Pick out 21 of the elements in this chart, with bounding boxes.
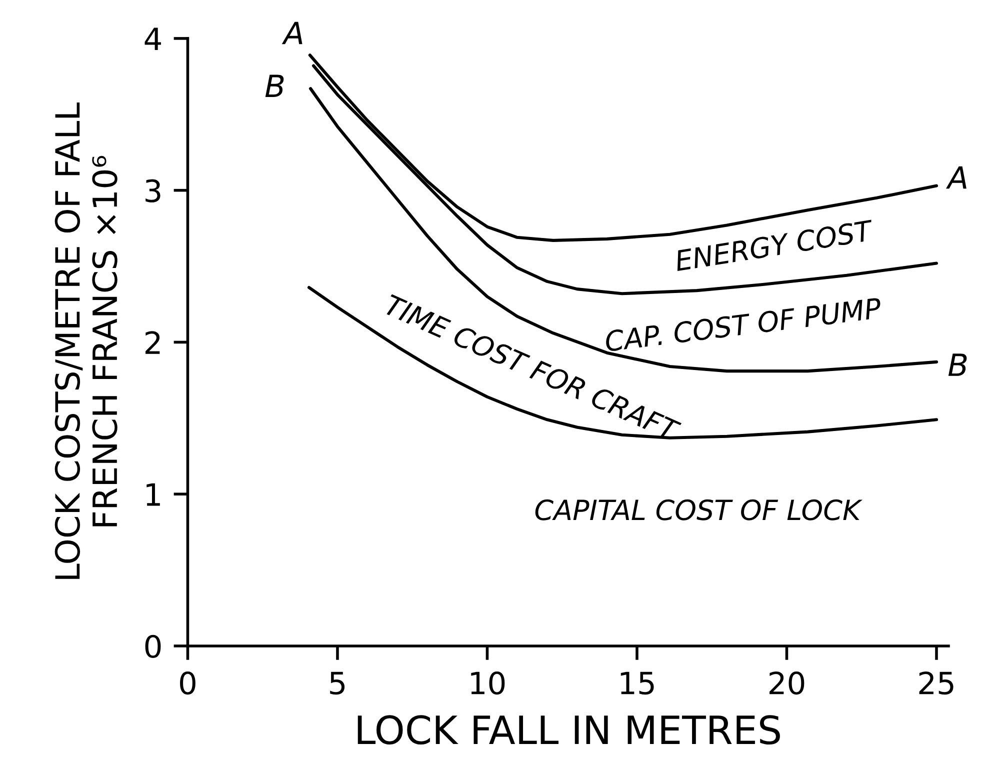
annotation: CAP. COST OF PUMP [604, 297, 882, 352]
y-tick-label: 2 [146, 331, 160, 354]
y-tick-label: 4 [144, 28, 162, 50]
annotation: A [946, 166, 966, 189]
x-tick-label: 25 [919, 672, 954, 695]
y-tick-label: 1 [146, 483, 160, 506]
x-tick-label: 20 [770, 672, 804, 695]
annotation: B [265, 74, 284, 97]
x-tick-label: 5 [330, 672, 345, 695]
y-tick-label: 3 [146, 179, 160, 202]
annotation: ENERGY COST [674, 219, 875, 272]
line-series [307, 286, 938, 440]
annotation: CAPITAL COST OF LOCK [535, 499, 863, 520]
annotation: A [282, 22, 302, 44]
x-tick-label: 0 [180, 672, 196, 695]
annotation: B [948, 354, 967, 376]
x-tick-label: 10 [471, 672, 505, 695]
x-tick-label: 15 [620, 672, 654, 695]
y-axis-title: LOCK COSTS/METRE OF FALL FRENCH FRANCS ×10⁶ [54, 102, 118, 579]
x-axis-title: LOCK FALL IN METRES [358, 715, 780, 745]
y-tick-label: 0 [145, 634, 161, 658]
